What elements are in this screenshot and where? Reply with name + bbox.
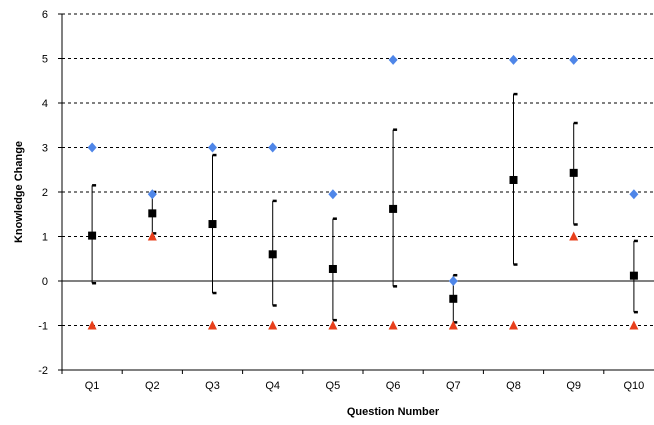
x-tick-label: Q6 xyxy=(386,380,401,392)
x-tick-label: Q7 xyxy=(446,380,461,392)
y-tick-label: 4 xyxy=(42,98,48,110)
y-tick-label: 1 xyxy=(42,232,48,244)
min-marker xyxy=(147,231,157,241)
mean-marker xyxy=(88,231,97,240)
error-bars xyxy=(91,92,638,324)
y-tick-label: 0 xyxy=(42,276,48,288)
x-tick-label: Q10 xyxy=(624,380,645,392)
y-tick-label: 2 xyxy=(42,187,48,199)
mean-marker xyxy=(569,168,578,177)
min-marker xyxy=(208,320,217,330)
mean-marker xyxy=(268,250,277,259)
min-marker xyxy=(388,320,398,330)
x-ticks: Q1 Q2 Q3 Q4 Q5 Q6 Q7 Q8 Q9 Q10 xyxy=(61,370,645,392)
max-marker xyxy=(569,54,579,65)
mean-marker xyxy=(449,294,458,303)
max-marker xyxy=(328,189,338,200)
max-marker xyxy=(629,189,639,200)
y-tick-label: 5 xyxy=(42,54,48,66)
min-marker xyxy=(328,320,338,330)
x-tick-label: Q9 xyxy=(566,380,581,392)
x-tick-label: Q4 xyxy=(265,380,280,392)
y-tick-label: 6 xyxy=(42,9,48,21)
y-tick-label: 3 xyxy=(42,143,48,155)
y-ticks: -2 -1 0 1 2 3 4 5 6 xyxy=(38,9,62,377)
x-tick-label: Q1 xyxy=(85,380,100,392)
max-marker xyxy=(147,189,157,200)
min-marker xyxy=(629,320,639,330)
x-axis-title: Question Number xyxy=(347,406,440,418)
mean-marker xyxy=(328,264,337,273)
x-tick-label: Q2 xyxy=(145,380,160,392)
max-marker xyxy=(509,54,518,65)
mean-marker xyxy=(208,220,217,229)
x-tick-label: Q8 xyxy=(506,380,521,392)
min-marker xyxy=(569,231,579,241)
y-tick-label: -1 xyxy=(38,321,48,333)
min-marker xyxy=(268,320,278,330)
min-marker xyxy=(509,320,518,330)
min-marker xyxy=(448,320,458,330)
x-tick-label: Q5 xyxy=(326,380,341,392)
max-marker xyxy=(388,54,398,65)
x-tick-label: Q3 xyxy=(205,380,220,392)
mean-marker xyxy=(629,271,638,280)
max-marker xyxy=(208,142,217,153)
markers xyxy=(87,54,639,330)
max-marker xyxy=(87,142,97,153)
max-marker xyxy=(268,142,278,153)
mean-marker xyxy=(509,175,518,184)
grid-lines xyxy=(62,13,654,326)
mean-marker xyxy=(148,209,157,218)
y-tick-label: -2 xyxy=(38,365,48,377)
max-marker xyxy=(448,276,458,286)
y-axis-title: Knowledge Change xyxy=(13,141,25,243)
mean-marker xyxy=(389,204,398,213)
min-marker xyxy=(87,320,97,330)
